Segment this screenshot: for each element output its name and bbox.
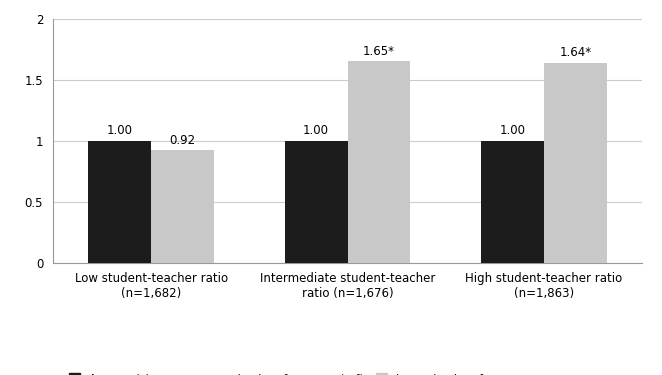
Legend: Average/above average school performance (ref)., Low school performance: Average/above average school performance… bbox=[69, 373, 532, 375]
Bar bbox=[151, 150, 214, 262]
Text: 1.00: 1.00 bbox=[107, 124, 133, 137]
Text: 1.00: 1.00 bbox=[303, 124, 329, 137]
Bar bbox=[88, 141, 151, 262]
Text: 1.64*: 1.64* bbox=[559, 46, 591, 59]
Bar bbox=[544, 63, 607, 262]
Text: 1.00: 1.00 bbox=[500, 124, 526, 137]
Bar bbox=[348, 62, 410, 262]
Text: 0.92: 0.92 bbox=[169, 134, 196, 147]
Text: 1.65*: 1.65* bbox=[363, 45, 395, 58]
Bar bbox=[481, 141, 544, 262]
Bar bbox=[285, 141, 348, 262]
